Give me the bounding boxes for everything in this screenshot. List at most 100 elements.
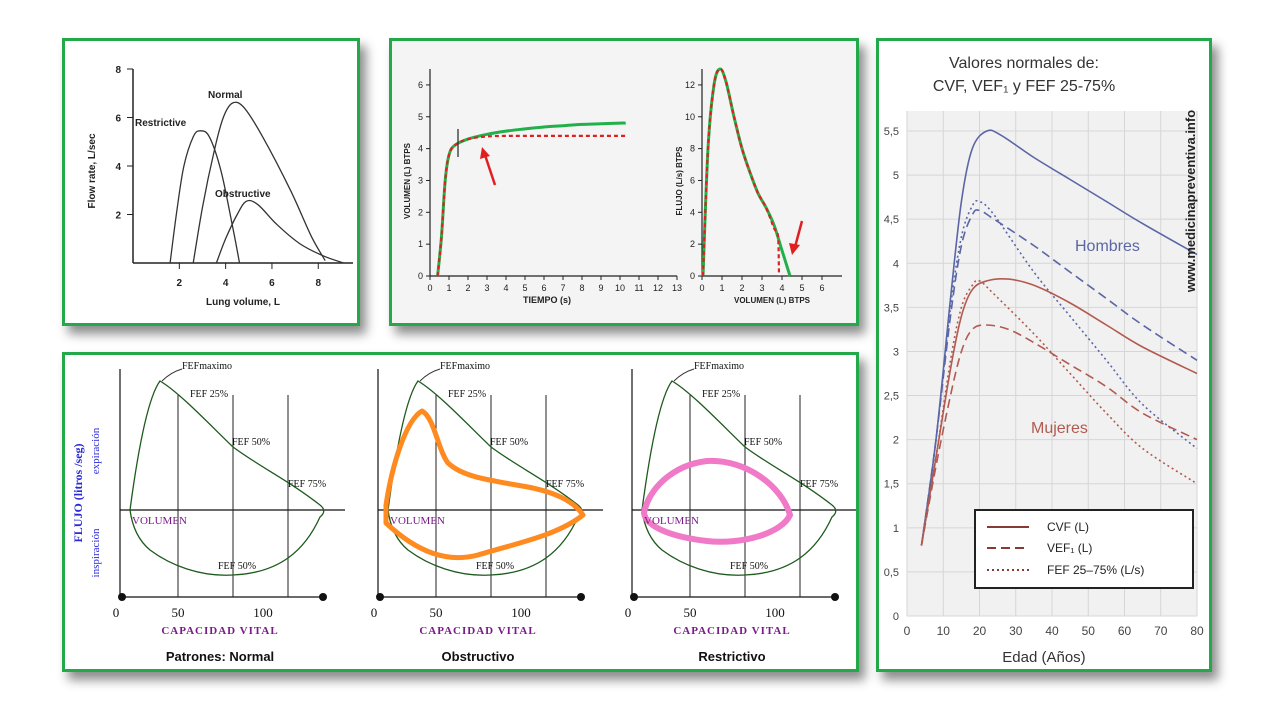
y-tick-label: 0 [893, 611, 899, 623]
y-tick-label: 10 [685, 112, 695, 122]
x-axis-label: Lung volume, L [206, 297, 280, 308]
label-fef50: FEF 50% [232, 437, 270, 448]
pattern-title: Obstructivo [442, 649, 515, 664]
x-axis-label: Edad (Años) [1002, 649, 1085, 666]
series-line-women-dashed [920, 324, 1198, 546]
restrictive-loop [640, 457, 794, 545]
y-tick-label: 5,5 [884, 126, 899, 138]
x-tick-label: 1 [446, 283, 451, 293]
label-fef75: FEF 75% [546, 479, 584, 490]
pattern-group: FEFmaximo FEF 25% FEF 50% FEF 75% VOLUMEN FEF… [113, 361, 345, 664]
label-fef25: FEF 25% [448, 389, 486, 400]
panel-normal-values: Valores normales de: CVF, VEF₁ y FEF 25-… [876, 38, 1212, 672]
x-tick-label: 0 [427, 283, 432, 293]
x-tick-label: 100 [511, 605, 531, 620]
x-axis-end-dot [831, 593, 839, 601]
x-axis-label-left: TIEMPO (s) [523, 295, 571, 305]
x-tick-label: 6 [269, 278, 275, 289]
label-volumen: VOLUMEN [390, 515, 445, 527]
flow-curve-dashed [701, 67, 781, 277]
y-tick-label: 4 [690, 207, 695, 217]
series-line-men-dashed [920, 209, 1198, 546]
pattern-group: FEFmaximo FEF 25% FEF 50% FEF 75% VOLUMEN FEF… [625, 361, 856, 664]
x-tick-label: 10 [615, 283, 625, 293]
y-axis-label-right: FLUJO (L/s) BTPS [675, 146, 684, 216]
y-axis-label-left: VOLUMEN (L) BTPS [403, 142, 412, 219]
x-tick-label: 0 [904, 624, 911, 638]
y-tick-label: 1 [893, 523, 899, 535]
x-tick-label: 3 [484, 283, 489, 293]
x-tick-label: 70 [1154, 624, 1168, 638]
x-tick-label: 4 [503, 283, 508, 293]
x-tick-label: 4 [223, 278, 229, 289]
label-fef75: FEF 75% [288, 479, 326, 490]
x-axis-end-dot [319, 593, 327, 601]
red-arrow-right [789, 220, 804, 255]
y-tick-label: 8 [690, 144, 695, 154]
x-tick-label: 5 [522, 283, 527, 293]
x-tick-label: 50 [430, 605, 443, 620]
y-tick-label: 4 [418, 144, 423, 154]
legend: CVF (L) VEF₁ (L) FEF 25–75% (L/s) [974, 509, 1194, 589]
x-tick-label: 8 [579, 283, 584, 293]
x-tick-label: 60 [1118, 624, 1132, 638]
x-tick-label: 3 [759, 283, 764, 293]
normal-loop [641, 380, 837, 576]
x-tick-label: 0 [625, 605, 632, 620]
y-tick-label: 3 [418, 175, 423, 185]
x-tick-label: 6 [541, 283, 546, 293]
label-fef-max: FEFmaximo [694, 361, 744, 372]
y-tick-label: 3,5 [884, 302, 899, 314]
group-label-men: Hombres [1075, 238, 1140, 255]
x-tick-label: 2 [465, 283, 470, 293]
x-tick-label: 40 [1045, 624, 1059, 638]
x-axis-label: CAPACIDAD VITAL [419, 625, 536, 637]
label-volumen: VOLUMEN [644, 515, 699, 527]
x-axis-label: CAPACIDAD VITAL [161, 625, 278, 637]
legend-item-fef: FEF 25–75% (L/s) [1047, 563, 1144, 577]
x-tick-label: 13 [672, 283, 682, 293]
obstructive-loop [383, 408, 586, 561]
y-tick-label: 4,5 [884, 214, 899, 226]
x-tick-label: 20 [973, 624, 987, 638]
label-fef25: FEF 25% [190, 389, 228, 400]
series-label-normal: Normal [208, 90, 243, 101]
y-tick-label: 0 [690, 271, 695, 281]
label-fef50: FEF 50% [490, 437, 528, 448]
pattern-group: FEFmaximo FEF 25% FEF 50% FEF 75% VOLUMEN FEF… [371, 361, 603, 664]
y-axis-label-flujo: FLUJO (litros /seg) [71, 443, 85, 542]
series-label-obstructive: Obstructive [215, 189, 271, 200]
x-tick-label: 5 [799, 283, 804, 293]
x-tick-label: 2 [739, 283, 744, 293]
y-tick-label: 1,5 [884, 479, 899, 491]
x-tick-label: 80 [1190, 624, 1204, 638]
chart-title: Valores normales de: [949, 55, 1099, 72]
y-tick-label: 1 [418, 239, 423, 249]
y-tick-label: 6 [115, 114, 121, 125]
series-line-restrictive [169, 130, 241, 264]
x-tick-label: 0 [699, 283, 704, 293]
x-axis-end-dot [577, 593, 585, 601]
y-tick-label: 2,5 [884, 391, 899, 403]
volume-curve-solid [436, 121, 626, 277]
x-axis-start-dot [630, 593, 638, 601]
x-tick-label: 9 [598, 283, 603, 293]
label-fef-max: FEFmaximo [440, 361, 490, 372]
label-fef50-insp: FEF 50% [476, 561, 514, 572]
group-label-women: Mujeres [1031, 420, 1088, 437]
y-tick-label: 5 [418, 112, 423, 122]
y-tick-label: 2 [893, 435, 899, 447]
x-tick-label: 8 [315, 278, 321, 289]
series-label-restrictive: Restrictive [135, 118, 187, 129]
x-tick-label: 30 [1009, 624, 1023, 638]
red-arrow-left [480, 147, 497, 186]
x-tick-label: 10 [937, 624, 951, 638]
panel-spirometry-btps: 0 1 2 3 4 5 6 7 8 9 10 11 12 13 0 1 2 3 4 5 6 0 1 2 3 4 5 6 0 2 4 6 8 10 1… [389, 38, 859, 326]
x-tick-label: 100 [765, 605, 785, 620]
normal-loop [387, 380, 583, 576]
y-tick-label: 12 [685, 80, 695, 90]
x-tick-label: 50 [684, 605, 697, 620]
label-fef25: FEF 25% [702, 389, 740, 400]
y-tick-label: 4 [115, 162, 121, 173]
